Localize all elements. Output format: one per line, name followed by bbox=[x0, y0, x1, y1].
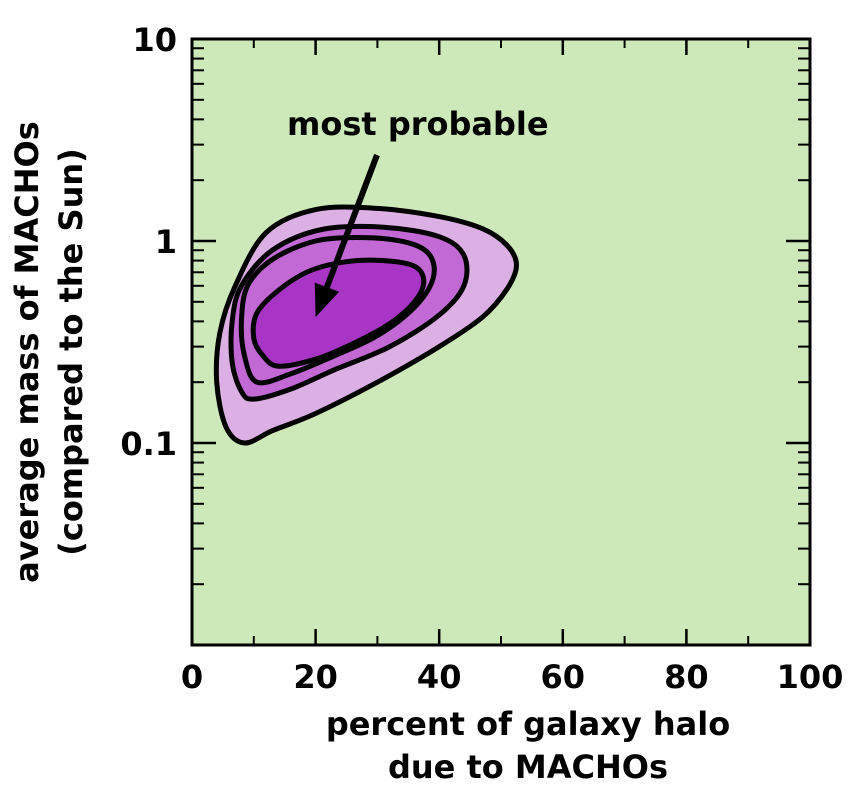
contour-level-4 bbox=[250, 257, 427, 369]
y-axis-title-line2: (compared to the Sun) bbox=[52, 148, 90, 556]
x-tick-label: 0 bbox=[181, 658, 203, 696]
annotation-arrow-line bbox=[324, 153, 380, 289]
x-tick-label: 40 bbox=[417, 658, 462, 696]
x-tick-label: 80 bbox=[664, 658, 709, 696]
x-tick-label: 60 bbox=[541, 658, 586, 696]
x-axis-title-line2: due to MACHOs bbox=[388, 748, 668, 786]
y-tick-label: 1 bbox=[155, 223, 177, 261]
tick-labels: 0 20 40 60 80 100 0.1 1 10 bbox=[120, 21, 843, 696]
x-axis-title-line1: percent of galaxy halo bbox=[326, 705, 730, 743]
y-tick-label: 10 bbox=[132, 21, 177, 59]
x-tick-label: 20 bbox=[293, 658, 338, 696]
annotation-label: most probable bbox=[287, 105, 549, 143]
annotation-arrowhead bbox=[314, 282, 340, 318]
y-tick-label: 0.1 bbox=[120, 425, 177, 463]
y-axis-title-line1: average mass of MACHOs bbox=[8, 121, 46, 583]
plot-frame bbox=[190, 37, 812, 647]
annotation-group: most probable bbox=[287, 105, 549, 318]
contour-group bbox=[213, 204, 519, 446]
x-tick-label: 100 bbox=[777, 658, 844, 696]
